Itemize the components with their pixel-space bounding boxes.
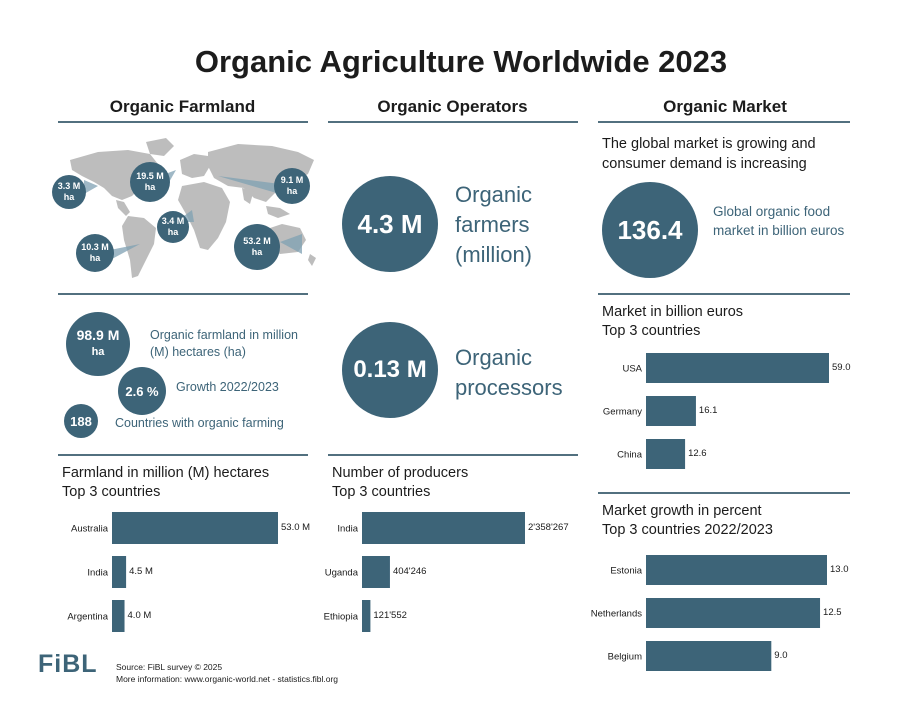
chart-title-market-growth: Market growth in percent Top 3 countries …: [602, 503, 773, 538]
page-title: Organic Agriculture Worldwide 2023: [194, 44, 728, 79]
divider: [598, 121, 850, 123]
value-label: 12.6: [688, 448, 707, 459]
divider: [58, 121, 308, 123]
chart-title-farmland: Farmland in million (M) hectares Top 3 co…: [62, 465, 270, 500]
column-header-market: Organic Market: [663, 97, 787, 116]
fibl-logo: FiBL: [38, 650, 98, 678]
value-label: 4.0 M: [128, 610, 152, 621]
category-label: China: [617, 450, 643, 461]
market-growth-bar-chart: Estonia 13.0 Netherlands 12.5 Belgium 9.0: [591, 555, 849, 671]
category-label: India: [337, 524, 358, 535]
processors-bubble: 0.13 M: [342, 322, 438, 418]
value-label: 2'358'267: [528, 522, 569, 533]
value-label: 13.0: [830, 564, 849, 575]
divider: [598, 293, 850, 295]
value-label: 53.0 M: [281, 522, 310, 533]
divider: [58, 454, 308, 456]
category-label: India: [87, 568, 108, 579]
bar: [646, 396, 696, 426]
bar: [112, 600, 125, 632]
category-label: Netherlands: [591, 609, 642, 620]
farmers-bubble: 4.3 M: [342, 176, 438, 272]
bar: [646, 353, 829, 383]
value-label: 12.5: [823, 607, 842, 618]
divider: [328, 454, 578, 456]
bar: [112, 512, 278, 544]
bar: [646, 641, 772, 671]
category-label: Australia: [71, 524, 109, 535]
category-label: USA: [622, 364, 642, 375]
countries-label: Countries with organic farming: [115, 416, 284, 430]
market-value-label: Global organic food market in billion eu…: [713, 204, 845, 238]
chart-title-producers: Number of producers Top 3 countries: [332, 465, 469, 500]
market-bar-chart: USA 59.0 Germany 16.1 China 12.6: [603, 353, 851, 469]
farmers-label: Organic farmers (million): [455, 182, 533, 267]
category-label: Ethiopia: [324, 612, 359, 623]
processors-label: Organic processors: [455, 345, 563, 400]
divider: [328, 121, 578, 123]
category-label: Belgium: [608, 652, 642, 663]
value-label: 404'246: [393, 566, 427, 577]
value-label: 121'552: [373, 610, 407, 621]
divider: [598, 492, 850, 494]
bar: [646, 439, 686, 469]
growth-label: Growth 2022/2023: [176, 380, 279, 394]
value-label: 4.5 M: [129, 566, 153, 577]
bar: [646, 555, 827, 585]
column-header-farmland: Organic Farmland: [109, 97, 256, 116]
bar: [646, 598, 821, 628]
value-label: 59.0: [832, 362, 851, 373]
chart-title-market: Market in billion euros Top 3 countries: [602, 304, 744, 339]
market-intro: The global market is growing and consume…: [602, 136, 816, 172]
farmland-area-label: Organic farmland in million (M) hectares…: [150, 328, 298, 359]
bar: [362, 556, 390, 588]
category-label: Germany: [603, 407, 642, 418]
countries-bubble: 188: [64, 404, 98, 438]
value-label: 16.1: [699, 405, 718, 416]
divider: [58, 293, 308, 295]
category-label: Estonia: [610, 566, 642, 577]
column-header-operators: Organic Operators: [377, 97, 528, 116]
category-label: Argentina: [67, 612, 108, 623]
bar: [362, 600, 371, 632]
category-label: Uganda: [325, 568, 359, 579]
market-value-bubble: 136.4: [602, 182, 698, 278]
value-label: 9.0: [774, 650, 787, 661]
bar: [112, 556, 127, 588]
growth-bubble: 2.6 %: [118, 367, 166, 415]
producers-bar-chart: India 2'358'267 Uganda 404'246 Ethiopia 121'5…: [324, 512, 569, 632]
source-text: Source: FiBL survey © 2025 More informat…: [116, 662, 339, 684]
bar: [362, 512, 525, 544]
farmland-bar-chart: Australia 53.0 M India 4.5 M Argentina 4.0 M: [67, 512, 310, 632]
